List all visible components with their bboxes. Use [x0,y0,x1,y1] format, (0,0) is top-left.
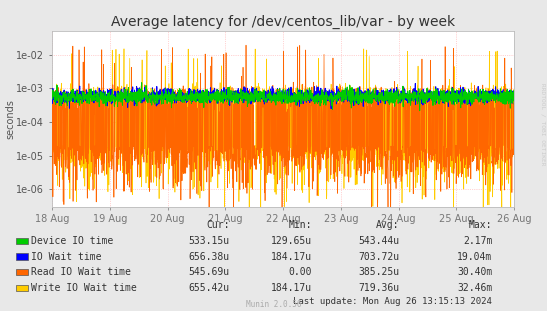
Text: 32.46m: 32.46m [457,283,492,293]
Text: Avg:: Avg: [376,220,399,230]
Text: 2.17m: 2.17m [463,236,492,246]
Text: 30.40m: 30.40m [457,267,492,277]
Text: Cur:: Cur: [206,220,230,230]
Text: 19.04m: 19.04m [457,252,492,262]
Text: 656.38u: 656.38u [189,252,230,262]
Text: 545.69u: 545.69u [189,267,230,277]
Text: 129.65u: 129.65u [271,236,312,246]
Text: Max:: Max: [469,220,492,230]
Text: 719.36u: 719.36u [358,283,399,293]
Text: 655.42u: 655.42u [189,283,230,293]
Text: 184.17u: 184.17u [271,283,312,293]
Text: 385.25u: 385.25u [358,267,399,277]
Text: Last update: Mon Aug 26 13:15:13 2024: Last update: Mon Aug 26 13:15:13 2024 [293,297,492,305]
Text: 533.15u: 533.15u [189,236,230,246]
Text: RRDTOOL / TOBI OETIKER: RRDTOOL / TOBI OETIKER [541,83,546,166]
Text: Device IO time: Device IO time [31,236,113,246]
Text: 543.44u: 543.44u [358,236,399,246]
Text: Read IO Wait time: Read IO Wait time [31,267,131,277]
Y-axis label: seconds: seconds [5,99,15,139]
Text: Write IO Wait time: Write IO Wait time [31,283,137,293]
Text: 0.00: 0.00 [288,267,312,277]
Text: 184.17u: 184.17u [271,252,312,262]
Text: 703.72u: 703.72u [358,252,399,262]
Text: Min:: Min: [288,220,312,230]
Text: IO Wait time: IO Wait time [31,252,102,262]
Title: Average latency for /dev/centos_lib/var - by week: Average latency for /dev/centos_lib/var … [111,15,455,29]
Text: Munin 2.0.56: Munin 2.0.56 [246,299,301,309]
